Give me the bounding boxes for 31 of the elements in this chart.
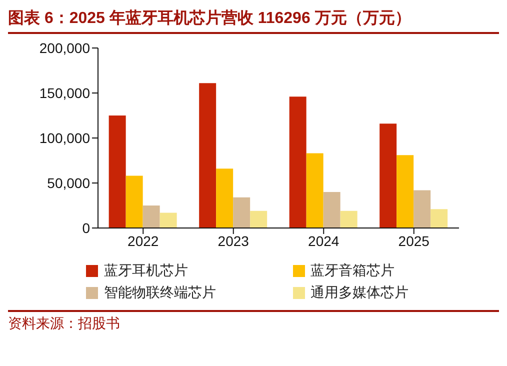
bar	[108, 116, 126, 228]
y-tick-label: 150,000	[39, 84, 90, 101]
legend-label: 智能物联终端芯片	[104, 284, 216, 302]
bar	[126, 176, 143, 228]
x-tick-label: 2022	[128, 232, 159, 249]
y-tick-label: 0	[82, 220, 90, 236]
text: 资料来源：招股书	[8, 315, 121, 333]
bar	[142, 206, 160, 228]
bar	[414, 190, 431, 228]
x-tick-label: 2025	[398, 232, 430, 249]
bar	[233, 197, 250, 228]
bar	[430, 209, 448, 228]
bar	[396, 155, 414, 228]
bar	[160, 212, 177, 228]
y-tick-label: 50,000	[47, 174, 90, 191]
y-tick-label: 200,000	[39, 40, 90, 56]
legend-label: 蓝牙耳机芯片	[104, 262, 188, 280]
bar	[380, 124, 397, 228]
bar	[216, 168, 234, 228]
x-tick-label: 2023	[218, 232, 250, 249]
bar	[289, 96, 306, 228]
bar	[306, 153, 324, 228]
legend-label: 蓝牙音箱芯片	[310, 262, 394, 280]
bar	[340, 210, 358, 228]
bar	[323, 192, 340, 228]
legend-label: 通用多媒体芯片	[310, 284, 408, 302]
bar	[199, 83, 216, 228]
y-tick-label: 100,000	[39, 130, 90, 146]
bar	[250, 210, 268, 228]
x-tick-label: 2024	[308, 232, 340, 249]
chart-title: 图表 6：2025 年蓝牙耳机芯片营收 116296 万元（万元）	[8, 8, 499, 34]
